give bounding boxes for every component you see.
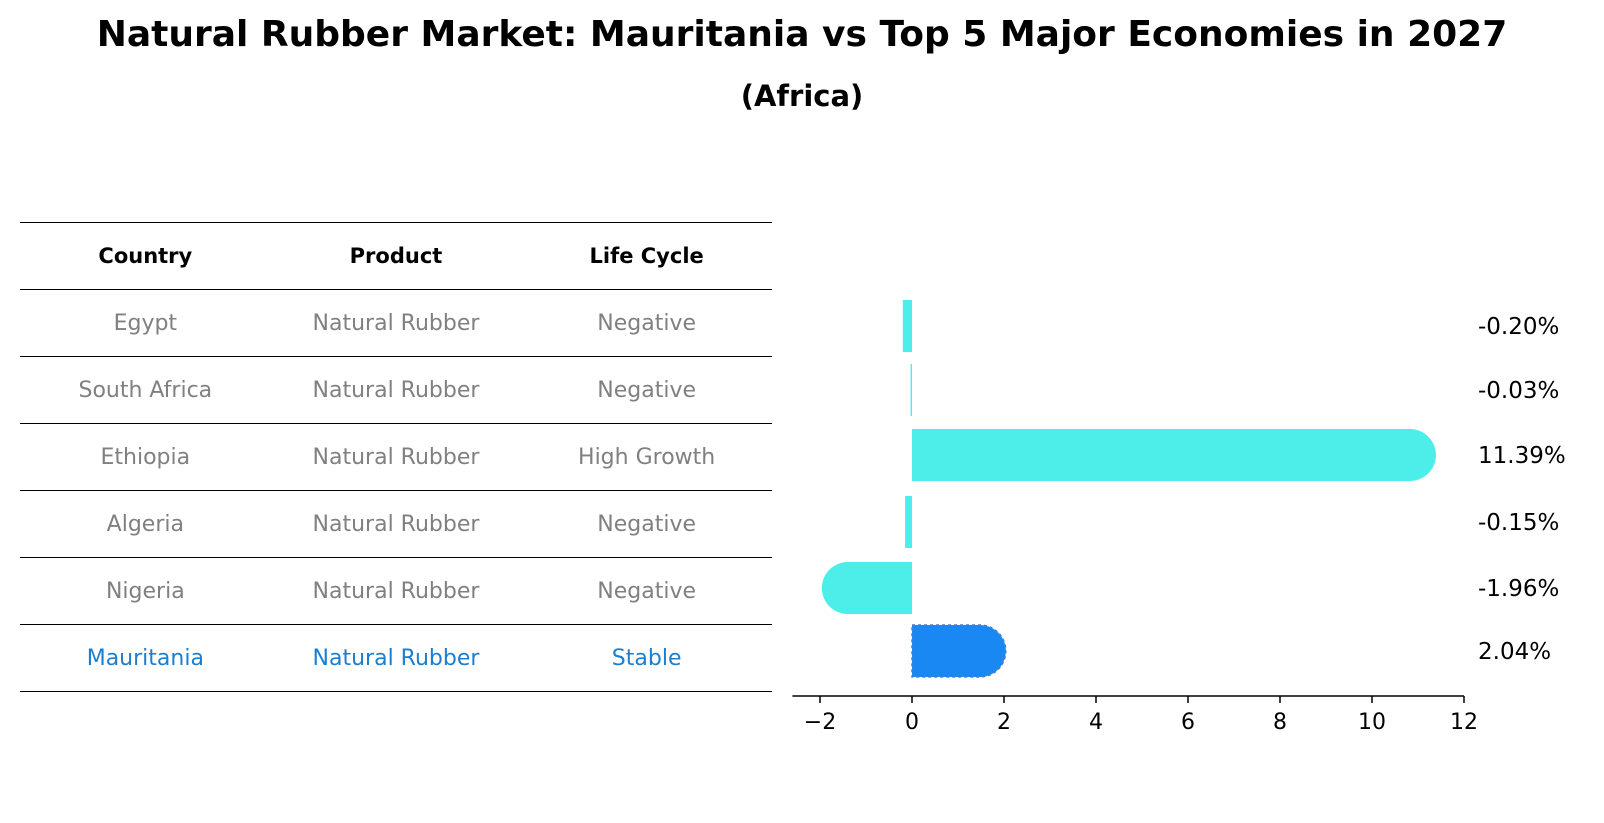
x-tick-label: 2 <box>997 710 1011 735</box>
value-label: 11.39% <box>1478 443 1566 469</box>
chart-subtitle: (Africa) <box>740 79 864 113</box>
life-cycle-cell: Negative <box>597 377 696 403</box>
header-product: Product <box>349 244 443 268</box>
product-cell: Natural Rubber <box>312 511 480 537</box>
value-label: -1.96% <box>1478 576 1559 602</box>
table-row: Nigeria Natural Rubber Negative <box>20 557 772 624</box>
x-tick-label: 8 <box>1273 710 1287 735</box>
table-row: Ethiopia Natural Rubber High Growth <box>20 423 772 490</box>
life-cycle-cell: Negative <box>597 310 696 336</box>
table-header-row: Country Product Life Cycle <box>20 222 772 289</box>
bar <box>910 364 912 416</box>
bar <box>902 300 912 352</box>
value-label: -0.15% <box>1478 510 1559 536</box>
x-tick-label: −2 <box>804 710 836 735</box>
bar <box>821 562 912 614</box>
country-cell: Egypt <box>113 310 178 336</box>
value-label: -0.20% <box>1478 314 1559 340</box>
country-cell: Mauritania <box>86 645 204 671</box>
x-tick-label: 6 <box>1181 710 1195 735</box>
value-label: 2.04% <box>1478 639 1551 665</box>
product-cell: Natural Rubber <box>312 444 480 470</box>
life-cycle-cell: Negative <box>597 578 696 604</box>
country-cell: Ethiopia <box>100 444 191 470</box>
table-row: Algeria Natural Rubber Negative <box>20 490 772 557</box>
bar-highlighted <box>911 624 1007 678</box>
x-tick-label: 0 <box>905 710 919 735</box>
life-cycle-cell: High Growth <box>578 444 716 470</box>
x-tick-label: 12 <box>1450 710 1478 735</box>
bar <box>905 496 912 548</box>
product-cell: Natural Rubber <box>312 578 480 604</box>
table-row: South Africa Natural Rubber Negative <box>20 356 772 423</box>
comparison-table: Country Product Life Cycle Egypt Natural… <box>20 222 772 692</box>
product-cell: Natural Rubber <box>312 310 480 336</box>
x-tick-label: 4 <box>1089 710 1103 735</box>
table-row-highlighted: Mauritania Natural Rubber Stable <box>20 624 772 692</box>
product-cell: Natural Rubber <box>312 645 480 671</box>
chart-title: Natural Rubber Market: Mauritania vs Top… <box>96 14 1508 55</box>
value-label: -0.03% <box>1478 378 1559 404</box>
life-cycle-cell: Stable <box>611 645 682 671</box>
header-life-cycle: Life Cycle <box>589 244 704 268</box>
country-cell: Nigeria <box>105 578 185 604</box>
bar <box>912 429 1436 481</box>
x-tick-label: 10 <box>1358 710 1386 735</box>
table-row: Egypt Natural Rubber Negative <box>20 289 772 356</box>
life-cycle-cell: Negative <box>597 511 696 537</box>
header-country: Country <box>98 244 193 268</box>
country-cell: Algeria <box>106 511 184 537</box>
country-cell: South Africa <box>78 377 213 403</box>
product-cell: Natural Rubber <box>312 377 480 403</box>
